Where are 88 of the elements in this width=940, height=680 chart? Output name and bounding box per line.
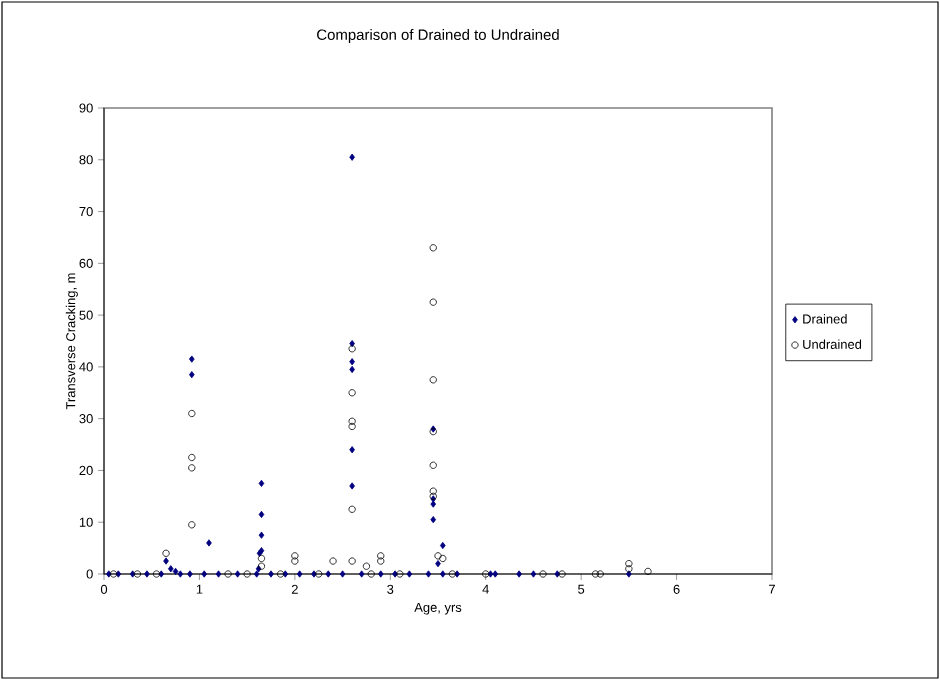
point bbox=[435, 560, 441, 568]
point bbox=[296, 570, 303, 578]
point bbox=[234, 570, 241, 578]
point bbox=[215, 570, 222, 578]
point bbox=[339, 570, 346, 578]
point bbox=[349, 153, 355, 161]
point bbox=[348, 557, 356, 565]
point bbox=[315, 570, 323, 578]
point bbox=[224, 570, 232, 578]
point bbox=[396, 570, 404, 578]
point bbox=[188, 409, 196, 418]
point bbox=[492, 570, 499, 578]
point bbox=[105, 570, 112, 578]
point bbox=[439, 541, 446, 550]
point bbox=[425, 570, 432, 578]
point bbox=[253, 570, 260, 578]
point bbox=[115, 570, 122, 578]
point bbox=[530, 570, 537, 578]
point bbox=[377, 570, 384, 578]
point bbox=[367, 570, 375, 578]
point bbox=[163, 557, 169, 565]
point bbox=[188, 464, 196, 472]
point bbox=[349, 482, 355, 490]
point bbox=[291, 552, 299, 560]
point bbox=[377, 552, 385, 560]
point bbox=[188, 453, 196, 462]
point bbox=[206, 539, 212, 547]
point bbox=[144, 570, 150, 578]
point bbox=[516, 570, 522, 578]
point bbox=[291, 557, 299, 565]
point bbox=[168, 565, 174, 573]
point bbox=[429, 298, 437, 306]
point bbox=[625, 560, 633, 568]
point bbox=[596, 570, 604, 578]
point bbox=[429, 376, 437, 384]
point bbox=[348, 422, 356, 431]
point bbox=[348, 345, 356, 353]
point bbox=[348, 505, 356, 513]
point bbox=[348, 389, 356, 397]
point bbox=[539, 570, 547, 578]
point bbox=[311, 570, 317, 578]
point bbox=[152, 570, 161, 578]
point bbox=[189, 371, 195, 379]
point bbox=[133, 570, 142, 578]
point bbox=[268, 570, 274, 578]
point bbox=[358, 570, 365, 578]
point bbox=[325, 570, 332, 578]
point bbox=[625, 565, 633, 573]
point bbox=[406, 570, 413, 578]
point bbox=[243, 570, 251, 578]
point bbox=[282, 570, 289, 578]
point bbox=[487, 570, 494, 578]
point bbox=[258, 510, 265, 519]
point bbox=[158, 570, 165, 578]
point bbox=[439, 554, 447, 563]
point bbox=[349, 446, 355, 454]
point bbox=[439, 570, 446, 578]
point bbox=[448, 570, 456, 578]
point bbox=[129, 570, 136, 578]
point bbox=[430, 500, 437, 508]
point bbox=[201, 570, 208, 578]
point bbox=[109, 570, 118, 578]
point bbox=[177, 570, 184, 578]
point bbox=[172, 567, 179, 576]
point bbox=[644, 567, 652, 576]
point bbox=[257, 554, 266, 563]
point bbox=[187, 570, 193, 578]
point bbox=[349, 358, 355, 366]
point bbox=[258, 479, 265, 487]
point bbox=[276, 570, 285, 578]
point bbox=[429, 244, 437, 252]
point bbox=[591, 570, 600, 578]
point bbox=[362, 562, 371, 570]
point bbox=[429, 487, 437, 495]
point bbox=[329, 557, 337, 565]
point bbox=[454, 570, 460, 578]
point bbox=[377, 557, 385, 565]
point bbox=[348, 417, 356, 425]
point bbox=[434, 552, 442, 560]
point bbox=[162, 549, 170, 557]
point bbox=[482, 570, 490, 578]
point bbox=[349, 365, 355, 374]
point bbox=[430, 516, 437, 524]
point bbox=[558, 570, 566, 578]
point bbox=[189, 355, 195, 363]
point bbox=[429, 461, 437, 469]
point bbox=[258, 531, 265, 539]
point bbox=[188, 521, 196, 529]
